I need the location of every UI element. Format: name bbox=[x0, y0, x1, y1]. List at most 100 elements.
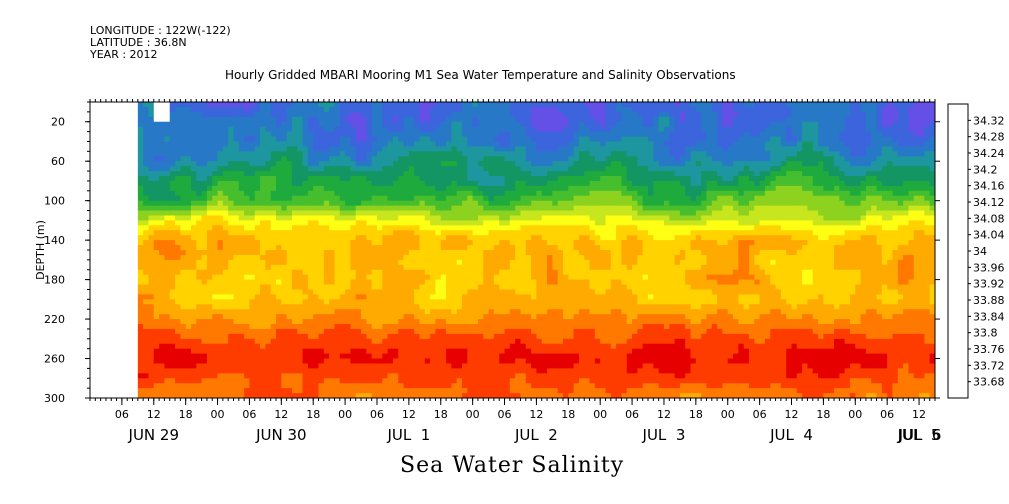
heatmap-cell bbox=[334, 210, 341, 217]
heatmap-cell bbox=[355, 131, 362, 138]
heatmap-cell bbox=[212, 200, 219, 207]
heatmap-cell bbox=[249, 250, 256, 256]
heatmap-cell bbox=[366, 136, 373, 143]
heatmap-cell bbox=[238, 176, 245, 182]
heatmap-cell bbox=[254, 250, 261, 256]
heatmap-cell bbox=[307, 383, 314, 389]
heatmap-cell bbox=[185, 161, 192, 167]
heatmap-cell bbox=[499, 274, 506, 281]
heatmap-cell bbox=[499, 373, 506, 379]
heatmap-cell bbox=[520, 259, 527, 266]
heatmap-cell bbox=[323, 176, 330, 182]
heatmap-cell bbox=[403, 220, 410, 226]
heatmap-cell bbox=[483, 102, 490, 108]
heatmap-cell bbox=[488, 259, 495, 266]
heatmap-cell bbox=[323, 264, 330, 271]
heatmap-cell bbox=[302, 328, 309, 335]
heatmap-cell bbox=[254, 180, 261, 187]
heatmap-cell bbox=[408, 274, 415, 281]
heatmap-cell bbox=[260, 116, 266, 123]
heatmap-cell bbox=[382, 274, 389, 281]
heatmap-cell bbox=[376, 250, 383, 256]
heatmap-cell bbox=[143, 161, 150, 167]
heatmap-cell bbox=[323, 294, 330, 300]
heatmap-cell bbox=[509, 230, 516, 236]
heatmap-cell bbox=[509, 121, 516, 128]
heatmap-cell bbox=[376, 185, 383, 192]
heatmap-cell bbox=[148, 368, 155, 374]
heatmap-cell bbox=[180, 328, 187, 335]
heatmap-cell bbox=[493, 393, 500, 398]
heatmap-cell bbox=[467, 156, 474, 162]
heatmap-cell bbox=[143, 254, 150, 261]
heatmap-cell bbox=[143, 225, 150, 231]
heatmap-cell bbox=[233, 171, 240, 177]
heatmap-cell bbox=[329, 230, 336, 236]
heatmap-cell bbox=[233, 309, 240, 315]
heatmap-cell bbox=[414, 116, 421, 123]
heatmap-cell bbox=[217, 358, 224, 365]
heatmap-cell bbox=[153, 205, 160, 212]
heatmap-cell bbox=[334, 353, 341, 360]
heatmap-cell bbox=[148, 269, 155, 276]
heatmap-cell bbox=[281, 299, 288, 305]
heatmap-cell bbox=[217, 250, 224, 256]
heatmap-cell bbox=[467, 106, 474, 113]
heatmap-cell bbox=[382, 146, 389, 152]
heatmap-cell bbox=[520, 254, 527, 261]
heatmap-cell bbox=[233, 314, 240, 320]
heatmap-cell bbox=[467, 190, 474, 197]
heatmap-cell bbox=[206, 299, 213, 305]
heatmap-cell bbox=[201, 314, 208, 320]
heatmap-cell bbox=[222, 294, 229, 300]
heatmap-cell bbox=[371, 126, 378, 133]
heatmap-cell bbox=[238, 131, 245, 138]
heatmap-cell bbox=[318, 289, 325, 295]
heatmap-cell bbox=[408, 324, 415, 330]
heatmap-cell bbox=[446, 358, 452, 365]
heatmap-cell bbox=[515, 245, 522, 251]
heatmap-cell bbox=[190, 146, 197, 152]
heatmap-cell bbox=[398, 131, 405, 138]
heatmap-cell bbox=[249, 245, 256, 251]
heatmap-cell bbox=[371, 156, 378, 162]
heatmap-cell bbox=[451, 102, 458, 108]
heatmap-cell bbox=[366, 126, 373, 133]
heatmap-cell bbox=[355, 141, 362, 147]
heatmap-cell bbox=[233, 210, 240, 217]
heatmap-cell bbox=[153, 343, 160, 350]
heatmap-cell bbox=[451, 180, 458, 187]
heatmap-cell bbox=[286, 180, 293, 187]
heatmap-cell bbox=[430, 338, 437, 345]
heatmap-cell bbox=[488, 279, 495, 286]
heatmap-cell bbox=[509, 215, 516, 221]
heatmap-cell bbox=[525, 111, 532, 118]
heatmap-cell bbox=[382, 151, 389, 157]
heatmap-cell bbox=[270, 245, 277, 251]
heatmap-cell bbox=[190, 363, 197, 369]
heatmap-cell bbox=[291, 235, 298, 241]
heatmap-cell bbox=[345, 294, 351, 300]
heatmap-cell bbox=[169, 314, 176, 320]
heatmap-cell bbox=[414, 151, 421, 157]
heatmap-cell bbox=[488, 348, 495, 355]
heatmap-cell bbox=[143, 353, 150, 360]
heatmap-cell bbox=[334, 368, 341, 374]
heatmap-cell bbox=[525, 116, 532, 123]
heatmap-cell bbox=[329, 146, 336, 152]
heatmap-cell bbox=[488, 324, 495, 330]
heatmap-cell bbox=[392, 358, 399, 365]
heatmap-cell bbox=[137, 378, 144, 384]
heatmap-cell bbox=[525, 106, 532, 113]
heatmap-cell bbox=[477, 388, 484, 394]
heatmap-cell bbox=[222, 378, 229, 384]
heatmap-cell bbox=[212, 388, 219, 394]
heatmap-cell bbox=[286, 161, 293, 167]
heatmap-cell bbox=[254, 348, 261, 355]
heatmap-cell bbox=[504, 185, 511, 192]
heatmap-cell bbox=[472, 314, 479, 320]
heatmap-cell bbox=[355, 235, 362, 241]
heatmap-cell bbox=[424, 294, 431, 300]
heatmap-cell bbox=[318, 200, 325, 207]
heatmap-cell bbox=[244, 116, 251, 123]
